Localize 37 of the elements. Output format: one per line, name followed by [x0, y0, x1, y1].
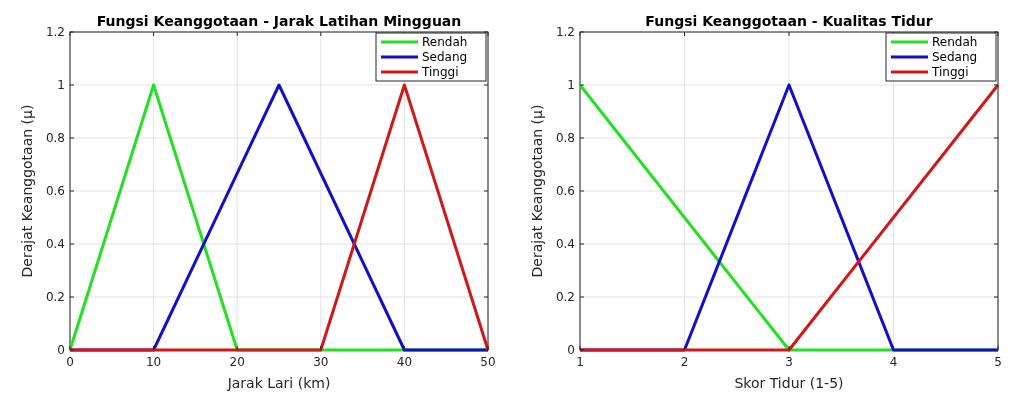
x-tick-label: 3: [785, 355, 793, 369]
y-axis-title: Derajat Keanggotaan (μ): [529, 104, 545, 278]
y-tick-label: 0.8: [555, 131, 575, 145]
x-axis-title: Jarak Lari (km): [226, 375, 331, 391]
x-tick-label: 1: [576, 355, 584, 369]
y-tick-label: 0.4: [555, 237, 575, 251]
x-tick-label: 0: [66, 355, 74, 369]
legend-label: Tinggi: [931, 65, 969, 79]
x-tick-label: 5: [994, 355, 1002, 369]
y-tick-label: 1.2: [45, 25, 65, 39]
chart-title: Fungsi Keanggotaan - Kualitas Tidur: [645, 13, 933, 29]
y-axis-title: Derajat Keanggotaan (μ): [19, 104, 35, 278]
y-tick-label: 0: [567, 343, 575, 357]
y-tick-label: 0.8: [45, 131, 65, 145]
y-tick-label: 1.2: [555, 25, 575, 39]
x-tick-label: 30: [313, 355, 329, 369]
legend-label: Rendah: [422, 35, 468, 49]
y-tick-label: 0: [57, 343, 65, 357]
legend-label: Rendah: [932, 35, 978, 49]
x-tick-label: 10: [145, 355, 162, 369]
y-tick-label: 0.6: [555, 184, 575, 198]
chart-title: Fungsi Keanggotaan - Jarak Latihan Mingguan: [96, 13, 462, 29]
y-tick-label: 0.2: [555, 290, 575, 304]
legend-label: Sedang: [422, 50, 468, 64]
legend-label: Sedang: [932, 50, 978, 64]
x-tick-label: 40: [396, 355, 413, 369]
y-tick-label: 0.2: [45, 290, 65, 304]
y-tick-label: 1: [567, 78, 575, 92]
y-tick-label: 0.6: [45, 184, 65, 198]
legend-label: Tinggi: [421, 65, 459, 79]
x-axis-title: Skor Tidur (1-5): [734, 375, 844, 391]
x-tick-label: 2: [680, 355, 689, 369]
y-tick-label: 1: [57, 78, 65, 92]
x-tick-label: 20: [229, 355, 245, 369]
x-tick-label: 4: [889, 355, 898, 369]
x-tick-label: 50: [480, 355, 496, 369]
y-tick-label: 0.4: [45, 237, 65, 251]
